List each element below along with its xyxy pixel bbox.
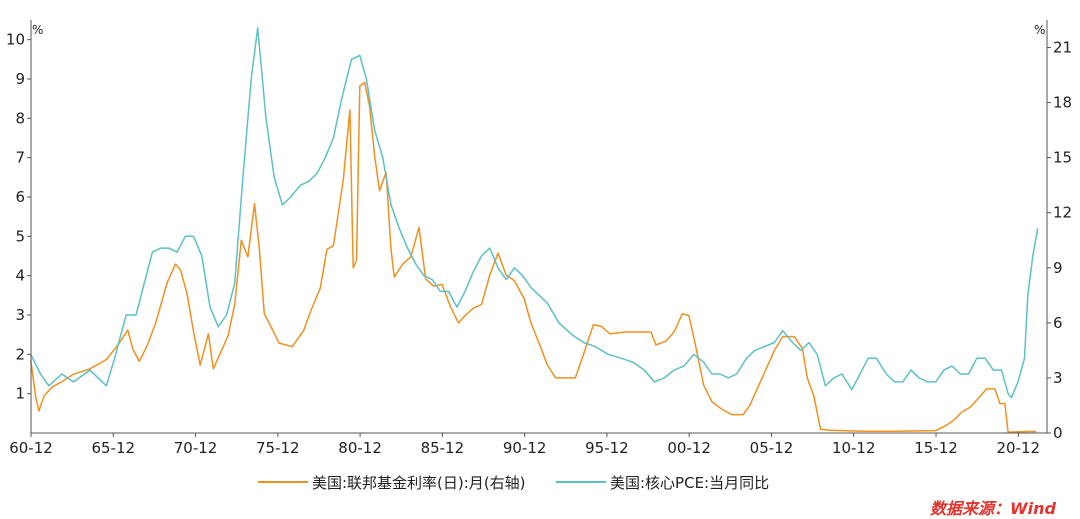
left-axis-unit: % bbox=[32, 23, 43, 37]
axes bbox=[30, 20, 1048, 434]
x-tick-label: 70-12 bbox=[174, 439, 218, 457]
right-tick-label: 21 bbox=[1053, 39, 1072, 57]
left-tick-label: 9 bbox=[15, 70, 25, 88]
right-tick-label: 15 bbox=[1053, 149, 1072, 167]
x-tick-label: 80-12 bbox=[338, 439, 382, 457]
x-tick-label: 95-12 bbox=[585, 439, 629, 457]
left-tick-label: 8 bbox=[15, 109, 25, 127]
plot-lines bbox=[29, 27, 1039, 433]
x-tick-label: 15-12 bbox=[914, 439, 958, 457]
x-tick-label: 20-12 bbox=[996, 439, 1040, 457]
series-line-fed-funds bbox=[29, 81, 1037, 433]
x-tick-label: 75-12 bbox=[256, 439, 300, 457]
x-tick-label: 00-12 bbox=[667, 439, 711, 457]
legend: 美国:联邦基金利率(日):月(右轴) 美国:核心PCE:当月同比 bbox=[258, 474, 769, 492]
x-tick-label: 65-12 bbox=[91, 439, 135, 457]
left-tick-label: 6 bbox=[15, 188, 25, 206]
right-tick-label: 3 bbox=[1053, 369, 1063, 387]
x-tick-label: 10-12 bbox=[832, 439, 876, 457]
right-axis-unit: % bbox=[1034, 23, 1045, 37]
right-tick-label: 0 bbox=[1053, 424, 1063, 442]
left-tick-label: 4 bbox=[15, 267, 25, 285]
left-tick-label: 2 bbox=[15, 345, 25, 363]
data-source-note: 数据来源：Wind bbox=[930, 499, 1057, 518]
x-tick-label: 90-12 bbox=[503, 439, 547, 457]
left-tick-label: 3 bbox=[15, 306, 25, 324]
left-tick-label: 5 bbox=[15, 227, 25, 245]
left-axis-ticks: 1 2 3 4 5 6 7 8 9 10 bbox=[6, 31, 31, 403]
left-tick-label: 7 bbox=[15, 149, 25, 167]
legend-label-core-pce: 美国:核心PCE:当月同比 bbox=[610, 474, 769, 492]
right-tick-label: 6 bbox=[1053, 314, 1063, 332]
legend-label-fed-funds: 美国:联邦基金利率(日):月(右轴) bbox=[312, 474, 526, 492]
right-axis-ticks: 0 3 6 9 12 15 18 21 bbox=[1047, 39, 1072, 442]
left-tick-label: 1 bbox=[15, 385, 25, 403]
series-line-core-pce bbox=[30, 27, 1039, 399]
right-tick-label: 12 bbox=[1053, 204, 1072, 222]
x-tick-label: 05-12 bbox=[750, 439, 794, 457]
x-tick-label: 85-12 bbox=[421, 439, 465, 457]
x-tick-label: 60-12 bbox=[9, 439, 53, 457]
right-tick-label: 18 bbox=[1053, 94, 1072, 112]
right-tick-label: 9 bbox=[1053, 259, 1063, 277]
left-tick-label: 10 bbox=[6, 31, 25, 49]
x-axis-ticks: 60-12 65-12 70-12 75-12 80-12 85-12 90-12 95-12… bbox=[9, 433, 1040, 457]
